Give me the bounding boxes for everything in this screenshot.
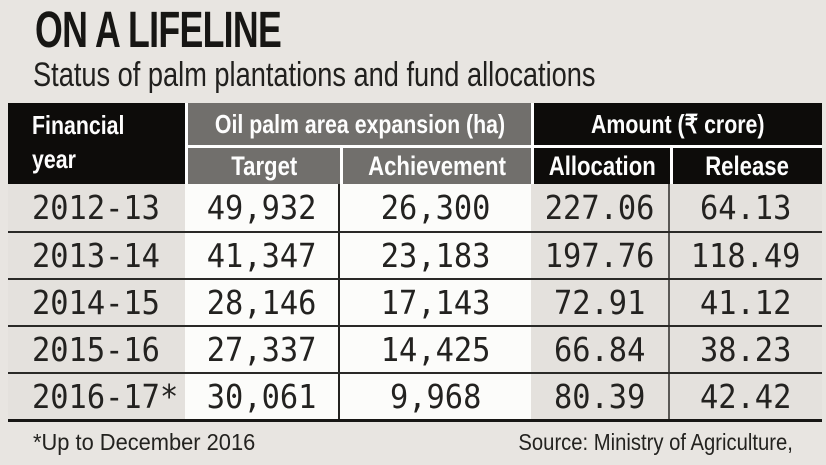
- cell-achievement: 17,143: [340, 280, 531, 325]
- cell-release: 64.13: [670, 184, 822, 231]
- cell-allocation: 227.06: [531, 184, 670, 231]
- cell-target: 41,347: [185, 233, 340, 278]
- cell-target: 30,061: [185, 374, 340, 419]
- table-footer: *Up to December 2016 Source: Ministry of…: [33, 429, 793, 456]
- cell-achievement: 14,425: [340, 327, 531, 372]
- group-header-amount: Amount (₹ crore): [534, 103, 822, 145]
- cell-year: 2012-13: [8, 184, 185, 231]
- cell-achievement: 9,968: [340, 374, 531, 419]
- col-header-target: Target: [188, 148, 340, 184]
- table-row: 2014-15 28,146 17,143 72.91 41.12: [8, 278, 822, 325]
- table-row: 2012-13 49,932 26,300 227.06 64.13: [8, 184, 822, 231]
- col-header-financial-year: Financial year: [8, 103, 185, 184]
- cell-achievement: 26,300: [340, 184, 531, 231]
- cell-year: 2013-14: [8, 233, 185, 278]
- cell-target: 49,932: [185, 184, 340, 231]
- table-row: 2015-16 27,337 14,425 66.84 38.23: [8, 325, 822, 372]
- table-body: 2012-13 49,932 26,300 227.06 64.13 2013-…: [8, 184, 822, 422]
- cell-target: 27,337: [185, 327, 340, 372]
- table-header: Financial year Oil palm area expansion (…: [8, 103, 822, 184]
- cell-year: 2014-15: [8, 280, 185, 325]
- table-row: 2013-14 41,347 23,183 197.76 118.49: [8, 231, 822, 278]
- cell-release: 42.42: [670, 374, 822, 419]
- page-subtitle-text: Status of palm plantations and fund allo…: [33, 56, 596, 94]
- page-title: ON A LIFELINE: [35, 0, 387, 59]
- footnote: *Up to December 2016: [33, 429, 256, 455]
- col-header-release: Release: [673, 148, 822, 184]
- table-row: 2016-17* 30,061 9,968 80.39 42.42: [8, 372, 822, 419]
- cell-allocation: 66.84: [531, 327, 670, 372]
- cell-year: 2016-17*: [8, 374, 185, 419]
- cell-release: 38.23: [670, 327, 822, 372]
- cell-allocation: 72.91: [531, 280, 670, 325]
- cell-release: 118.49: [670, 233, 822, 278]
- cell-achievement: 23,183: [340, 233, 531, 278]
- source-credit: Source: Ministry of Agriculture,: [518, 429, 793, 455]
- cell-allocation: 80.39: [531, 374, 670, 419]
- cell-release: 41.12: [670, 280, 822, 325]
- cell-year: 2015-16: [8, 327, 185, 372]
- cell-allocation: 197.76: [531, 233, 670, 278]
- col-header-achievement: Achievement: [343, 148, 531, 184]
- data-table: Financial year Oil palm area expansion (…: [8, 103, 822, 422]
- page-title-text: ON A LIFELINE: [35, 1, 282, 58]
- cell-target: 28,146: [185, 280, 340, 325]
- col-header-allocation: Allocation: [534, 148, 670, 184]
- page-subtitle: Status of palm plantations and fund allo…: [33, 56, 736, 95]
- group-header-area-expansion: Oil palm area expansion (ha): [188, 103, 531, 145]
